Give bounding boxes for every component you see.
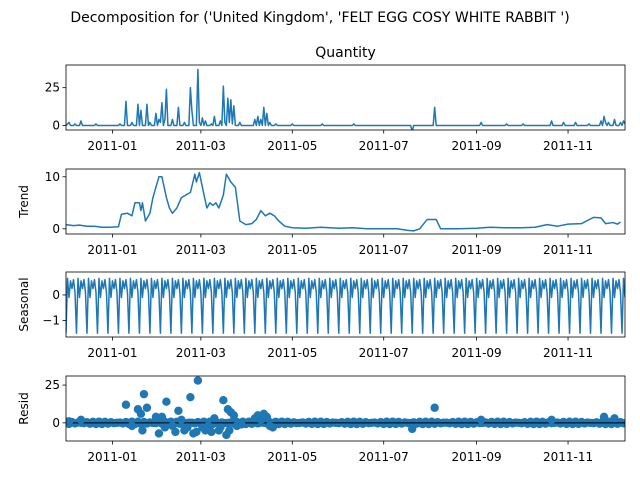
x-tick-label: 2011-01 — [87, 346, 137, 360]
resid-point — [162, 397, 171, 406]
plot-area — [66, 277, 625, 334]
resid-point — [225, 426, 234, 435]
plot-area — [66, 68, 625, 130]
trend-panel: Trend 0 10 2011-01 2011-03 2011-05 2011-07 2011… — [17, 168, 626, 257]
resid-point — [229, 411, 239, 420]
resid-point — [407, 424, 417, 434]
x-tick-label: 2011-09 — [452, 243, 502, 257]
resid-point — [476, 415, 486, 425]
axes-frame — [65, 168, 626, 235]
resid-point — [138, 426, 147, 435]
resid-point — [183, 423, 192, 432]
series-line — [66, 68, 625, 130]
resid-point — [193, 376, 203, 385]
plot-area — [66, 376, 625, 440]
axes-frame — [65, 271, 626, 338]
x-tick-label: 2011-01 — [87, 139, 137, 153]
y-tick-label: 0 — [52, 222, 60, 236]
x-tick-label: 2011-07 — [359, 139, 409, 153]
y-tick-label: 0 — [52, 288, 60, 302]
resid-point — [127, 421, 137, 431]
x-tick-label: 2011-11 — [543, 243, 593, 257]
x-tick-label: 2011-03 — [176, 346, 226, 360]
resid-point — [160, 423, 170, 432]
resid-point — [237, 420, 246, 429]
x-tick-label: 2011-01 — [87, 450, 137, 464]
x-tick-label: 2011-09 — [452, 450, 502, 464]
resid-point — [142, 403, 152, 412]
resid-point — [216, 423, 225, 432]
x-tick-label: 2011-11 — [543, 139, 593, 153]
x-tick-label: 2011-05 — [267, 450, 317, 464]
resid-point — [139, 389, 149, 399]
x-tick-label: 2011-05 — [267, 346, 317, 360]
y-axis-label: Resid — [17, 392, 31, 424]
resid-point — [610, 414, 619, 423]
resid-point — [262, 412, 272, 422]
resid-point — [207, 427, 216, 437]
y-tick-label: 0 — [52, 416, 60, 430]
resid-point — [171, 427, 180, 437]
resid-point — [154, 429, 164, 438]
resid-point — [76, 415, 86, 425]
x-tick-label: 2011-03 — [176, 243, 226, 257]
resid-point — [186, 392, 195, 402]
axes-frame — [65, 375, 626, 442]
x-tick-label: 2011-07 — [359, 450, 409, 464]
resid-point — [430, 403, 439, 412]
axes-frame — [65, 64, 626, 131]
x-tick-label: 2011-03 — [176, 450, 226, 464]
y-tick-label: 25 — [45, 81, 60, 95]
resid-point — [66, 417, 74, 426]
y-tick-label: −1 — [42, 313, 60, 327]
x-tick-label: 2011-01 — [87, 243, 137, 257]
x-tick-label: 2011-07 — [359, 346, 409, 360]
series-line — [66, 171, 621, 232]
quantity-panel: Quantity 0 25 2011-01 2011-03 2011-05 2011-07 2… — [45, 45, 626, 153]
resid-point — [136, 409, 146, 418]
resid-panel: Resid 0 25 2011-01 2011-03 2011-05 2011-07 2011… — [17, 375, 626, 464]
x-tick-label: 2011-03 — [176, 139, 226, 153]
y-tick-label: 10 — [45, 170, 60, 184]
resid-point — [177, 415, 186, 425]
seasonal-panel: Seasonal −1 0 2011-01 2011-03 2011-05 2011-07 2… — [17, 271, 626, 360]
y-tick-label: 25 — [45, 378, 60, 392]
figure-suptitle: Decomposition for ('United Kingdom', 'FE… — [70, 10, 569, 26]
resid-point — [121, 400, 131, 409]
x-tick-label: 2011-09 — [452, 139, 502, 153]
x-tick-label: 2011-11 — [543, 450, 593, 464]
resid-point — [219, 395, 228, 405]
x-tick-label: 2011-07 — [359, 243, 409, 257]
resid-point — [268, 423, 278, 432]
x-tick-label: 2011-05 — [267, 139, 317, 153]
resid-point — [210, 414, 219, 423]
resid-point — [599, 412, 609, 422]
resid-point — [157, 412, 167, 422]
resid-point — [174, 406, 183, 415]
x-tick-label: 2011-09 — [452, 346, 502, 360]
y-axis-label: Seasonal — [17, 277, 31, 331]
resid-point — [192, 427, 201, 437]
seasonal-line — [66, 277, 625, 334]
x-tick-label: 2011-11 — [543, 346, 593, 360]
plot-area — [66, 171, 621, 232]
resid-point — [547, 415, 556, 425]
y-tick-label: 0 — [52, 118, 60, 132]
resid-point — [151, 412, 161, 422]
x-tick-label: 2011-05 — [267, 243, 317, 257]
y-axis-label: Trend — [17, 185, 31, 219]
panel-title: Quantity — [315, 45, 376, 61]
